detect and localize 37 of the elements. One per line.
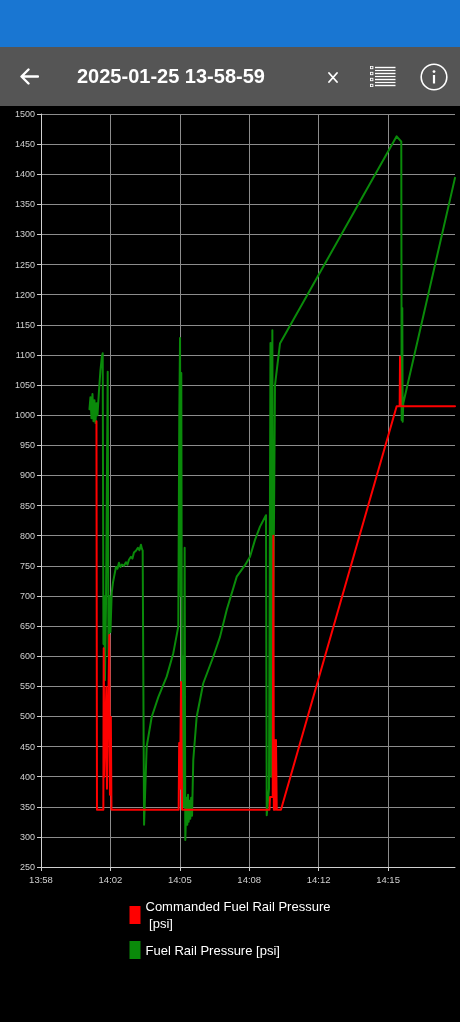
x-tick-label: 13:58 bbox=[29, 873, 53, 885]
x-tick-label: 14:02 bbox=[98, 873, 123, 885]
y-tick-label: 600 bbox=[19, 651, 35, 662]
y-tick-label: 1350 bbox=[14, 199, 35, 210]
y-tick-label: 1150 bbox=[15, 319, 35, 330]
chart-title: 2025-01-25 13-58-59 bbox=[77, 64, 265, 89]
y-tick-label: 1300 bbox=[14, 229, 35, 240]
y-tick-label: 900 bbox=[19, 470, 35, 481]
y-tick-label: 1400 bbox=[14, 169, 35, 180]
line-series bbox=[95, 355, 456, 811]
y-tick-label: 1250 bbox=[14, 259, 35, 270]
x-tick-label: 14:15 bbox=[376, 873, 400, 885]
legend-label: Commanded Fuel Rail Pressure [psi] bbox=[145, 899, 331, 931]
y-tick-label: 550 bbox=[19, 681, 35, 692]
line-series bbox=[88, 135, 456, 841]
y-tick-label: 300 bbox=[19, 831, 35, 842]
y-tick-label: 1200 bbox=[14, 289, 35, 300]
y-tick-label: 450 bbox=[19, 741, 35, 752]
x-tick-label: 14:05 bbox=[167, 873, 192, 885]
y-tick-label: 650 bbox=[19, 621, 35, 632]
y-tick-label: 400 bbox=[19, 771, 35, 782]
y-tick-label: 1100 bbox=[15, 349, 35, 360]
y-tick-label: 750 bbox=[19, 560, 35, 571]
y-tick-label: 1450 bbox=[14, 139, 35, 150]
y-tick-label: 1000 bbox=[14, 410, 35, 421]
y-tick-label: 950 bbox=[19, 440, 35, 451]
y-tick-label: 250 bbox=[19, 862, 35, 872]
legend-label: Fuel Rail Pressure [psi] bbox=[145, 942, 280, 958]
y-tick-label: 1050 bbox=[14, 380, 35, 391]
y-tick-label: 800 bbox=[19, 530, 35, 541]
x-tick-label: 14:08 bbox=[237, 873, 262, 885]
y-tick-label: 700 bbox=[19, 590, 35, 601]
y-tick-label: 1500 bbox=[14, 109, 35, 119]
x-tick-label: 14:12 bbox=[306, 873, 331, 885]
y-tick-label: 350 bbox=[19, 801, 35, 812]
y-tick-label: 850 bbox=[19, 500, 35, 511]
y-tick-label: 500 bbox=[19, 711, 35, 722]
